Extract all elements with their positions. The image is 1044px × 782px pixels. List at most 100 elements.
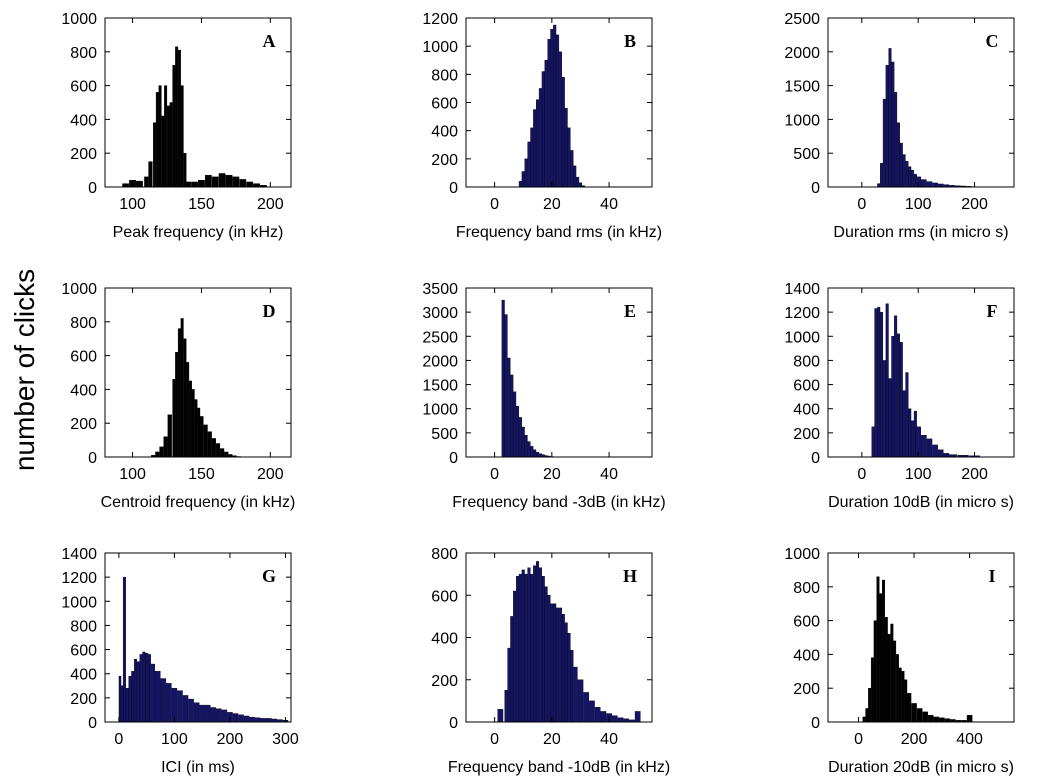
y-tick-label-f: 800 [793, 353, 820, 370]
y-tick-label-d: 0 [88, 450, 97, 467]
bar-b [558, 51, 562, 188]
bar-i [933, 716, 940, 723]
bar-c [921, 179, 927, 188]
bar-f [932, 444, 938, 458]
bar-d [175, 352, 179, 458]
bar-b [536, 99, 540, 188]
bar-i [898, 667, 902, 723]
bar-b [541, 71, 545, 188]
bar-g [254, 717, 261, 723]
histogram-panel-g: 0 200 400 600 800 1000 1200 1400 0 100 200 300 ICI (… [61, 546, 298, 776]
bar-g [136, 661, 140, 723]
bar-g [199, 704, 205, 723]
bar-b [544, 60, 548, 188]
panel-letter-b: B [624, 31, 636, 51]
bar-h [530, 573, 534, 723]
bar-g [193, 702, 200, 723]
y-tick-label-h: 400 [431, 631, 458, 648]
bar-h [550, 603, 554, 723]
bar-e [538, 453, 542, 458]
bar-h [611, 715, 618, 723]
bar-b [578, 182, 582, 188]
y-tick-label-h: 600 [431, 588, 458, 605]
plot-frame-i [827, 552, 1015, 723]
bar-a [158, 85, 162, 188]
panel-letter-d: D [263, 301, 276, 321]
bar-i [905, 693, 912, 723]
x-axis-label-c: Duration rms (in micro s) [833, 224, 1008, 241]
bar-i [868, 688, 872, 723]
y-tick-label-f: 600 [793, 378, 820, 395]
bar-b [576, 176, 580, 188]
bar-b [533, 109, 537, 188]
bar-f [908, 408, 912, 458]
bar-d [207, 431, 212, 458]
bar-h [533, 565, 537, 723]
bar-g [249, 716, 255, 723]
x-tick-label-b: 40 [600, 196, 618, 213]
bar-h [527, 567, 531, 723]
bar-f [921, 435, 927, 458]
bar-h [556, 607, 560, 723]
bar-e [513, 391, 517, 458]
bar-f [896, 333, 900, 458]
histogram-panel-c: 0 500 1000 1500 2000 2500 0 100 200 Duration rms … [784, 11, 1015, 241]
bar-b [570, 150, 574, 188]
bar-f [902, 390, 906, 458]
bar-d [163, 436, 168, 458]
bar-h [583, 692, 590, 723]
y-tick-label-f: 1400 [784, 281, 820, 298]
bar-d [180, 318, 184, 458]
y-tick-label-e: 3000 [422, 305, 458, 322]
bar-g [120, 685, 124, 723]
bar-g [139, 654, 143, 723]
bar-h [547, 595, 551, 723]
bar-a [204, 174, 212, 188]
bar-b [547, 38, 551, 188]
bar-g [177, 690, 183, 723]
x-tick-label-f: 100 [905, 466, 932, 483]
y-tick-label-a: 0 [88, 180, 97, 197]
bar-g [204, 704, 211, 723]
y-tick-label-a: 1000 [61, 11, 97, 28]
bar-b [553, 24, 557, 188]
bar-h [497, 709, 504, 723]
bar-f [882, 360, 886, 458]
bar-a [191, 181, 198, 188]
panel-letter-e: E [624, 301, 636, 321]
bar-g [216, 708, 222, 723]
bar-a [144, 176, 149, 188]
bar-a [148, 161, 153, 188]
bar-f [926, 438, 933, 458]
x-axis-label-h: Frequency band -10dB (in kHz) [448, 759, 670, 776]
bar-e [518, 417, 522, 458]
bar-i [887, 633, 891, 723]
bar-h [510, 616, 514, 723]
bar-e [504, 314, 508, 458]
bar-f [937, 449, 944, 458]
y-tick-label-g: 1400 [61, 546, 97, 563]
x-tick-label-a: 200 [257, 196, 284, 213]
y-tick-label-e: 0 [449, 450, 458, 467]
figure-y-axis-label: number of clicks [9, 269, 40, 471]
x-axis-label-b: Frequency band rms (in kHz) [456, 224, 662, 241]
y-tick-label-i: 0 [811, 715, 820, 732]
bar-g [266, 718, 272, 723]
plot-frame-a [104, 17, 292, 188]
panel-letter-a: A [263, 31, 276, 51]
bar-d [186, 362, 190, 458]
bar-c [896, 122, 900, 188]
bar-g [131, 671, 135, 723]
bar-c [891, 61, 895, 188]
bar-a [253, 183, 260, 188]
bar-c [885, 65, 889, 188]
bar-g [134, 659, 138, 723]
bar-e [530, 446, 534, 458]
x-tick-label-d: 150 [188, 466, 215, 483]
bar-c [932, 182, 938, 188]
bar-g [188, 698, 194, 723]
y-tick-label-d: 200 [70, 416, 97, 433]
bar-h [518, 573, 522, 723]
x-tick-label-e: 0 [490, 466, 499, 483]
